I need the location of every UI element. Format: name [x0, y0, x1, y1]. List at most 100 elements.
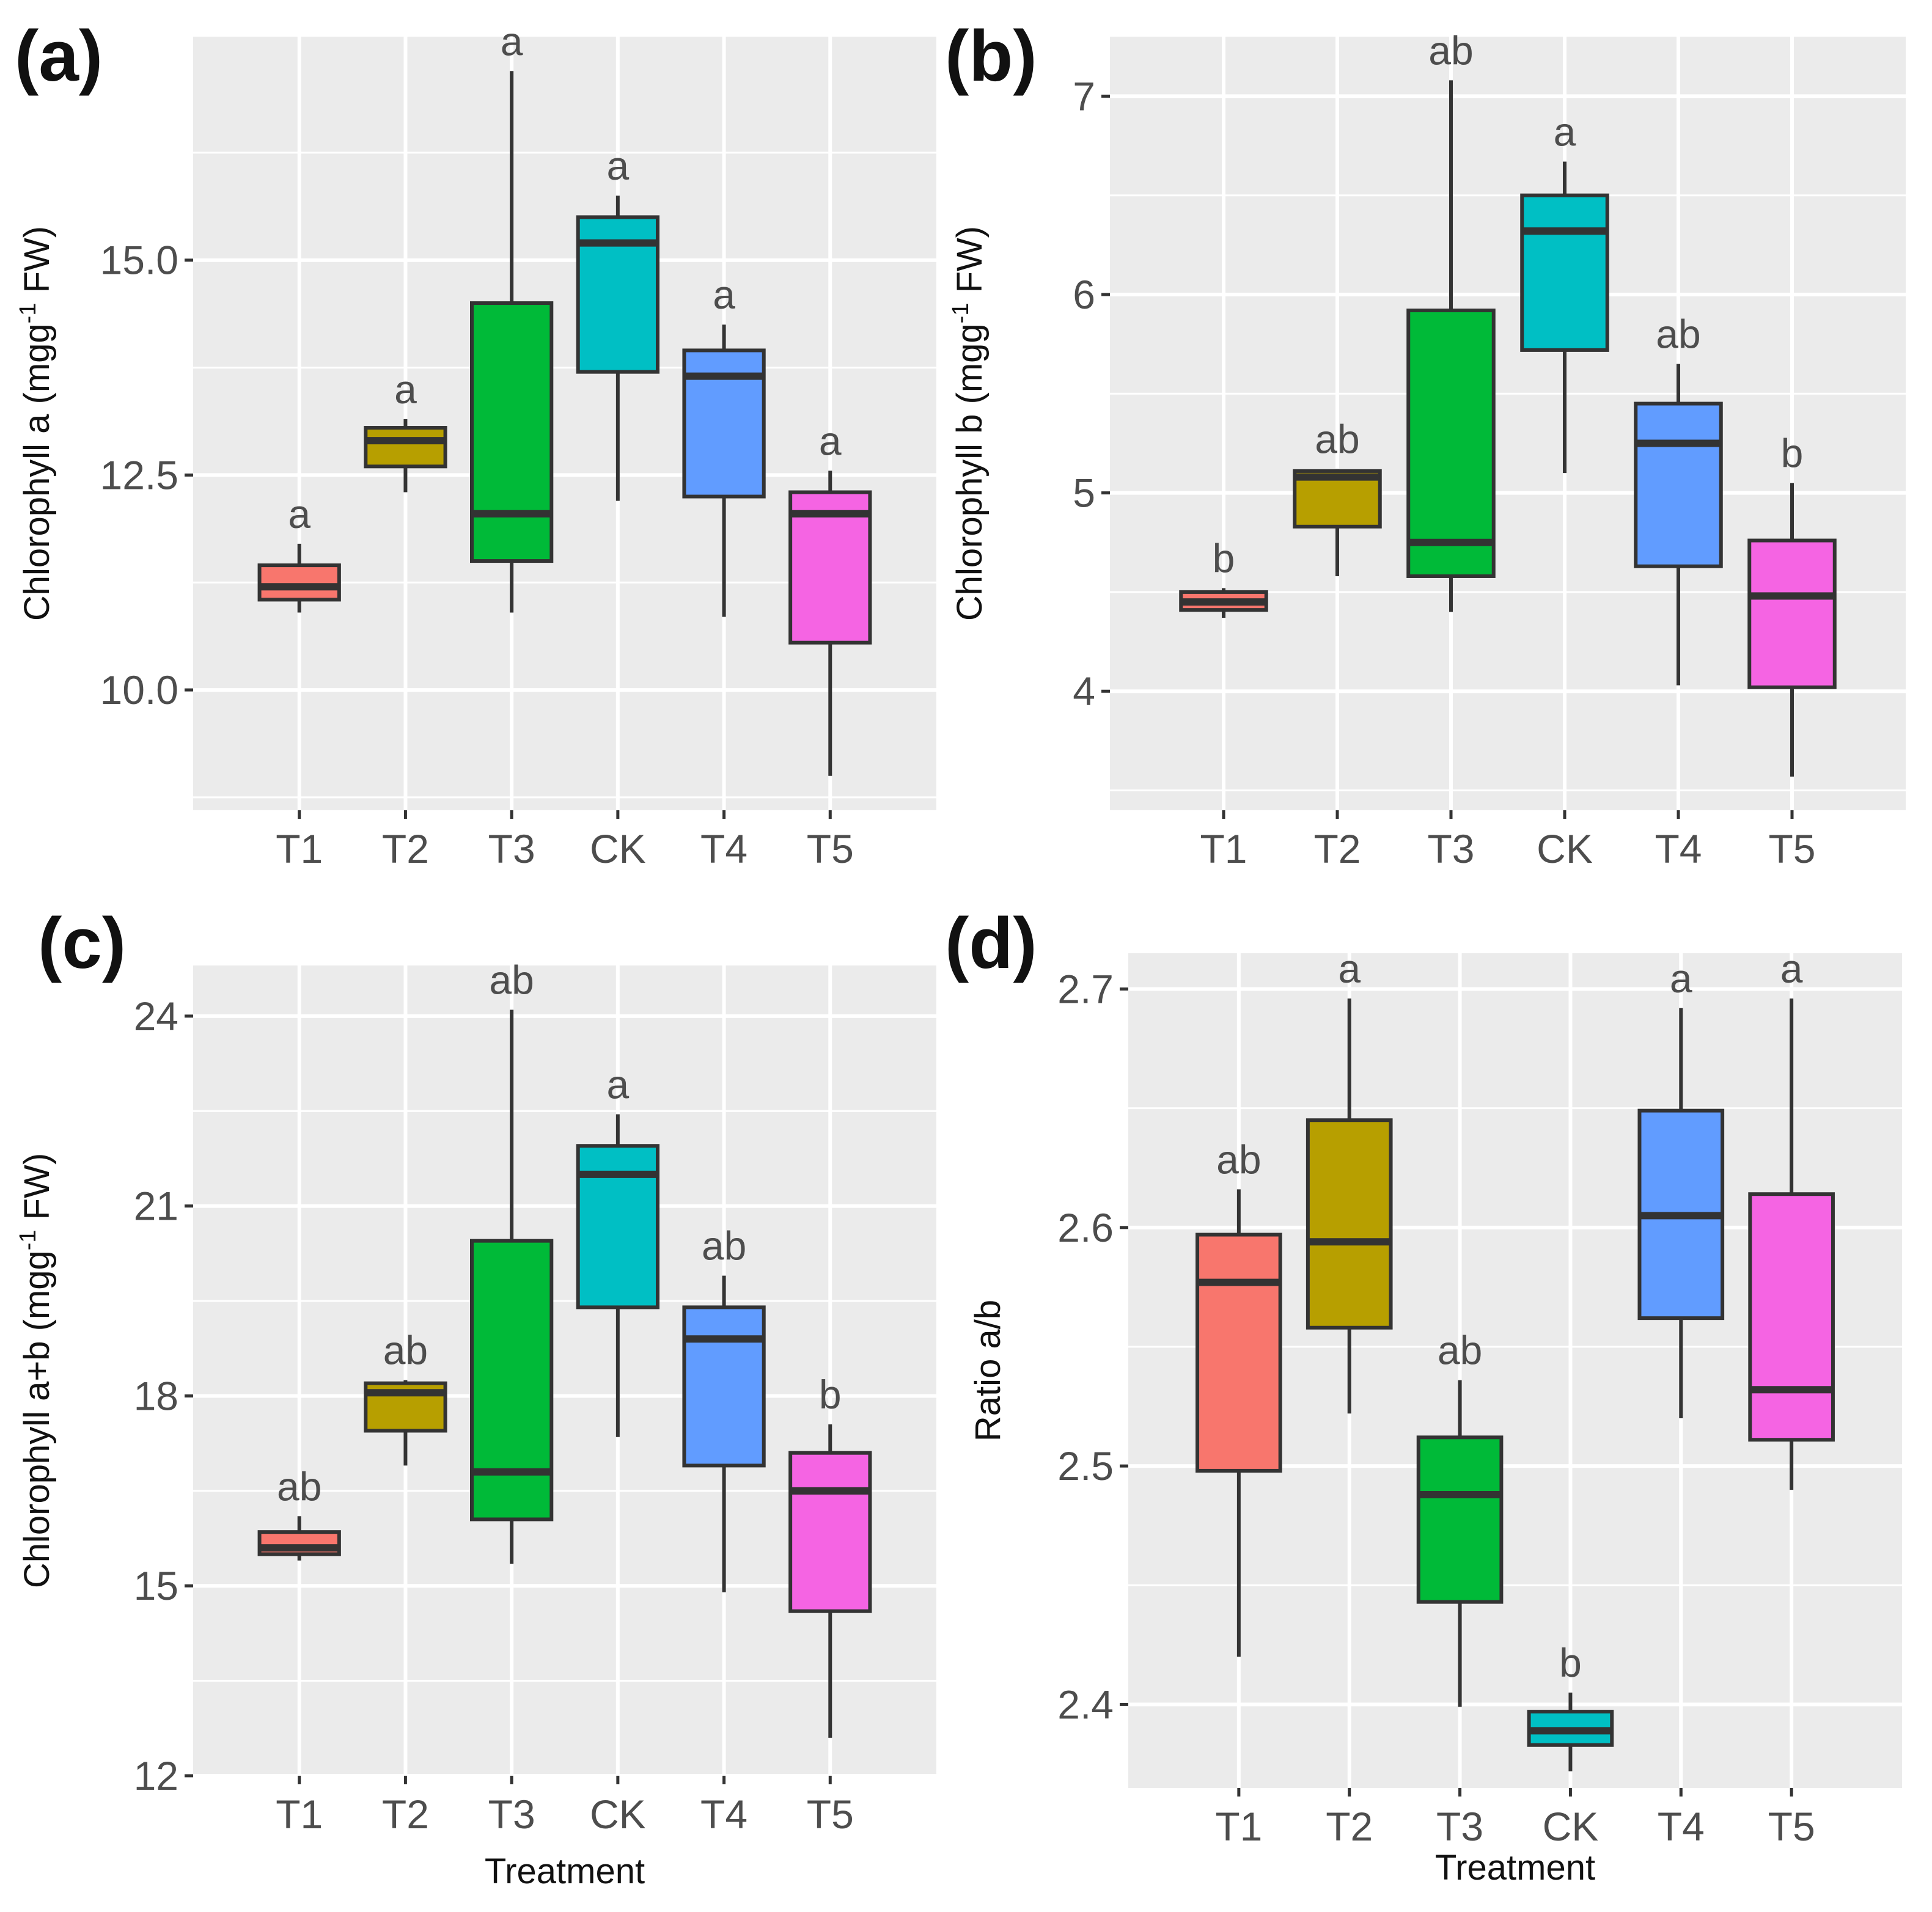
- chart-panel-4: 2.4 2.5 2.6 2.7 T1 T2 T3 CK T4 T5 ab a ab b a a (d) Ratio…: [945, 903, 1902, 1888]
- chart-panel-1: 10.0 12.5 15.0 T1 T2 T3 CK T4 T5 a a a a a a (a) Chlorop…: [15, 16, 936, 871]
- x-tick-label: T2: [382, 1792, 429, 1837]
- x-tick-label: CK: [1537, 826, 1593, 871]
- x-tick-label: T4: [1658, 1804, 1705, 1849]
- x-tick-label: T4: [1655, 826, 1702, 871]
- box-T1: b: [1179, 535, 1268, 618]
- y-tick-label: 2.6: [1057, 1205, 1114, 1250]
- x-tick-label: T3: [488, 1792, 535, 1837]
- y-tick-label: 7: [1073, 73, 1095, 119]
- x-tick-label: T2: [382, 826, 429, 871]
- x-tick-label: T1: [276, 1792, 323, 1837]
- significance-label: ab: [1315, 417, 1359, 462]
- box-body: [1520, 193, 1609, 352]
- chart-panel-3: 12 15 18 21 24 T1 T2 T3 CK T4 T5 ab ab ab a ab b (c) Chlor…: [15, 903, 936, 1891]
- chart-panel-2: 4 5 6 7 T1 T2 T3 CK T4 T5 b ab ab a ab b (b) Chlorophyll …: [945, 16, 1906, 871]
- y-tick-label: 2.5: [1057, 1443, 1114, 1489]
- significance-label: a: [606, 1061, 629, 1107]
- box-T2: a: [1306, 946, 1393, 1414]
- significance-label: b: [1781, 430, 1804, 475]
- panel-label: (c): [38, 903, 126, 984]
- box-T4: a: [682, 272, 766, 617]
- x-tick-label: CK: [590, 1792, 646, 1837]
- box-T1: ab: [1196, 1137, 1282, 1657]
- box-body: [1748, 1192, 1835, 1442]
- panel-label: (a): [15, 16, 103, 97]
- box-CK: b: [1527, 1640, 1614, 1771]
- y-axis-label: Chlorophyll b (mgg-1 FW): [948, 226, 990, 621]
- y-tick-label: 12.5: [100, 452, 178, 497]
- box-body: [576, 1144, 660, 1309]
- significance-label: b: [819, 1372, 842, 1417]
- box-T4: ab: [682, 1223, 766, 1592]
- box-T2: a: [364, 367, 447, 493]
- y-axis-label: Ratio a/b: [968, 1300, 1008, 1441]
- x-tick-label: T4: [700, 826, 747, 871]
- significance-label: ab: [383, 1328, 428, 1373]
- plot-background: [193, 965, 936, 1776]
- significance-label: a: [1554, 109, 1576, 155]
- y-tick-label: 6: [1073, 272, 1095, 317]
- box-body: [682, 348, 766, 499]
- panel-label: (d): [945, 903, 1037, 984]
- significance-label: ab: [489, 958, 534, 1003]
- box-body: [470, 301, 554, 563]
- x-tick-label: T5: [1768, 1804, 1815, 1849]
- significance-label: a: [606, 143, 629, 188]
- box-body: [1196, 1233, 1282, 1473]
- x-tick-label: T3: [488, 826, 535, 871]
- x-tick-label: CK: [1543, 1804, 1599, 1849]
- x-axis-label: Treatment: [485, 1852, 645, 1891]
- y-tick-label: 15.0: [100, 238, 178, 283]
- box-body: [1747, 538, 1837, 689]
- significance-label: ab: [1428, 27, 1473, 73]
- significance-label: ab: [277, 1463, 321, 1509]
- significance-label: a: [394, 367, 417, 412]
- box-T3: a: [470, 18, 554, 613]
- significance-label: a: [501, 18, 523, 64]
- x-tick-label: T1: [1200, 826, 1247, 871]
- box-T4: ab: [1634, 312, 1723, 686]
- significance-label: a: [1780, 946, 1803, 991]
- box-T1: ab: [257, 1463, 341, 1561]
- significance-label: ab: [702, 1223, 746, 1269]
- significance-label: b: [1559, 1640, 1582, 1685]
- significance-label: a: [288, 491, 310, 537]
- y-axis-label: Chlorophyll a+b (mgg-1 FW): [15, 1153, 57, 1588]
- y-tick-label: 2.7: [1057, 967, 1114, 1012]
- significance-label: a: [1338, 946, 1361, 991]
- y-tick-label: 12: [134, 1753, 178, 1798]
- x-tick-label: T4: [700, 1792, 747, 1837]
- y-tick-label: 2.4: [1057, 1682, 1114, 1727]
- y-tick-label: 24: [134, 994, 178, 1039]
- box-CK: a: [576, 1061, 660, 1437]
- x-tick-label: CK: [590, 826, 646, 871]
- box-CK: a: [1520, 109, 1609, 474]
- box-CK: a: [576, 143, 660, 501]
- box-body: [1306, 1118, 1393, 1330]
- box-T5: b: [788, 1372, 872, 1738]
- x-tick-label: T5: [1768, 826, 1815, 871]
- box-body: [682, 1305, 766, 1468]
- box-T2: ab: [1293, 417, 1382, 576]
- box-body: [470, 1239, 554, 1522]
- x-tick-label: T2: [1313, 826, 1361, 871]
- significance-label: ab: [1438, 1328, 1482, 1373]
- x-tick-label: T3: [1436, 1804, 1483, 1849]
- box-body: [1416, 1435, 1504, 1604]
- plot-background: [193, 37, 936, 810]
- box-T4: a: [1637, 956, 1725, 1419]
- significance-label: ab: [1216, 1137, 1261, 1182]
- y-tick-label: 10.0: [100, 667, 178, 712]
- x-tick-label: T1: [276, 826, 323, 871]
- x-tick-label: T2: [1326, 1804, 1373, 1849]
- plot-background: [1110, 37, 1906, 810]
- significance-label: a: [819, 418, 842, 463]
- box-T5: a: [1748, 946, 1835, 1490]
- y-tick-label: 5: [1073, 471, 1095, 516]
- x-tick-label: T1: [1215, 1804, 1262, 1849]
- box-T2: ab: [364, 1328, 447, 1466]
- box-T5: b: [1747, 430, 1837, 777]
- y-tick-label: 15: [134, 1563, 178, 1608]
- box-body: [364, 426, 447, 469]
